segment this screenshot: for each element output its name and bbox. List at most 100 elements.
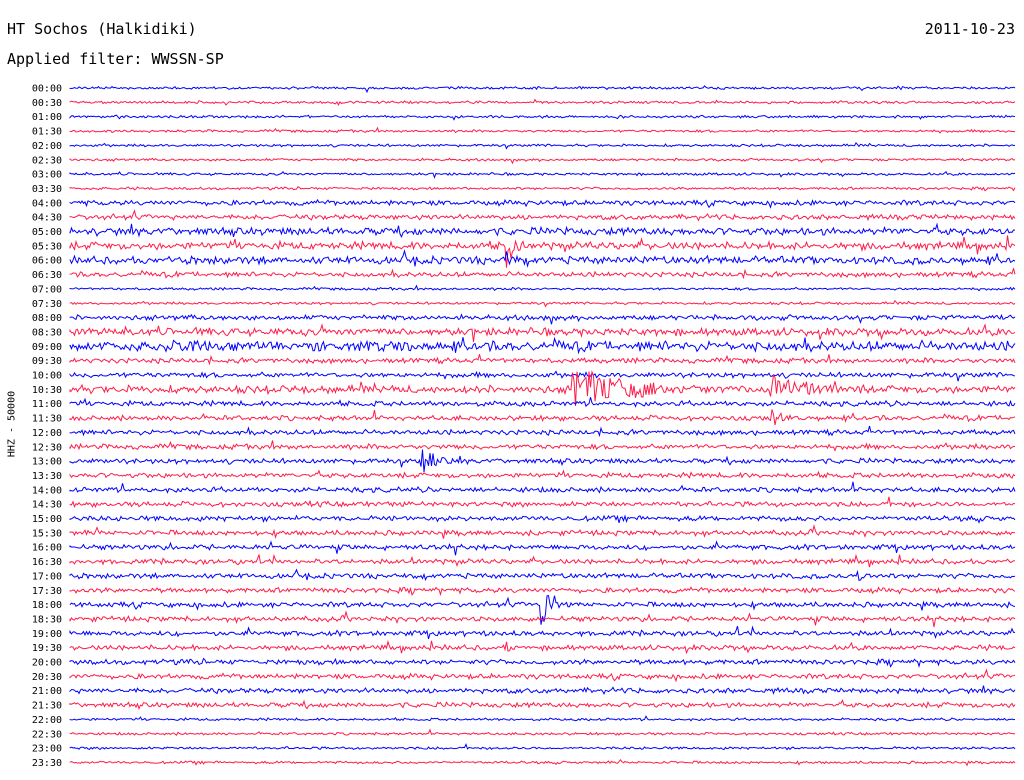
trace-row-0900 bbox=[69, 336, 1016, 355]
time-tick-label: 13:30 bbox=[32, 471, 62, 482]
trace-row-1930 bbox=[69, 639, 1016, 655]
trace-row-0430 bbox=[69, 209, 1016, 222]
time-tick-label: 19:00 bbox=[32, 629, 62, 640]
time-tick-label: 02:30 bbox=[32, 155, 62, 166]
station-title: HT Sochos (Halkidiki) bbox=[7, 20, 197, 38]
time-tick-label: 17:00 bbox=[32, 571, 62, 582]
trace-row-1100 bbox=[69, 397, 1016, 408]
time-tick-label: 08:30 bbox=[32, 327, 62, 338]
trace-row-0700 bbox=[69, 284, 1016, 292]
trace-row-0200 bbox=[69, 142, 1016, 150]
trace-row-1800 bbox=[69, 595, 1016, 625]
time-tick-label: 10:30 bbox=[32, 385, 62, 396]
time-tick-label: 19:30 bbox=[32, 643, 62, 654]
trace-row-0330 bbox=[69, 186, 1016, 192]
trace-row-0130 bbox=[69, 126, 1015, 134]
trace-row-2200 bbox=[69, 715, 1016, 722]
trace-row-2100 bbox=[69, 685, 1016, 695]
time-tick-label: 09:30 bbox=[32, 356, 62, 367]
trace-row-1430 bbox=[69, 496, 1016, 509]
trace-row-1000 bbox=[69, 370, 1016, 382]
trace-row-1630 bbox=[69, 553, 1016, 568]
trace-row-1030 bbox=[69, 370, 1016, 407]
trace-row-2230 bbox=[69, 728, 1016, 736]
time-tick-label: 16:00 bbox=[32, 543, 62, 554]
trace-row-1900 bbox=[69, 625, 1016, 640]
trace-row-0530 bbox=[69, 235, 1016, 268]
time-tick-label: 01:00 bbox=[32, 112, 62, 123]
trace-row-1330 bbox=[69, 469, 1016, 480]
time-tick-label: 11:30 bbox=[32, 414, 62, 425]
time-tick-label: 15:30 bbox=[32, 528, 62, 539]
time-tick-label: 14:30 bbox=[32, 500, 62, 511]
trace-row-1730 bbox=[69, 586, 1016, 597]
trace-row-2130 bbox=[69, 698, 1016, 711]
time-tick-label: 00:30 bbox=[32, 98, 62, 109]
trace-row-1200 bbox=[69, 425, 1016, 438]
time-tick-label: 22:30 bbox=[32, 729, 62, 740]
time-tick-label: 09:00 bbox=[32, 342, 62, 353]
trace-row-2330 bbox=[69, 758, 1016, 767]
time-tick-label: 07:00 bbox=[32, 284, 62, 295]
trace-row-0630 bbox=[69, 268, 1016, 280]
trace-row-0800 bbox=[69, 313, 1016, 325]
trace-row-2300 bbox=[69, 743, 1016, 751]
time-tick-label: 21:00 bbox=[32, 686, 62, 697]
time-tick-label: 11:00 bbox=[32, 399, 62, 410]
time-tick-label: 04:00 bbox=[32, 198, 62, 209]
trace-row-0030 bbox=[69, 98, 1016, 107]
trace-row-0300 bbox=[69, 171, 1016, 179]
time-tick-label: 05:00 bbox=[32, 227, 62, 238]
time-tick-label: 18:00 bbox=[32, 600, 62, 611]
time-tick-label: 14:00 bbox=[32, 485, 62, 496]
trace-row-1300 bbox=[69, 449, 1016, 473]
time-tick-label: 02:00 bbox=[32, 141, 62, 152]
trace-row-2030 bbox=[69, 668, 1016, 683]
trace-row-1500 bbox=[69, 514, 1016, 524]
filter-label: Applied filter: WWSSN-SP bbox=[7, 50, 224, 68]
time-tick-label: 06:00 bbox=[32, 256, 62, 267]
trace-row-0400 bbox=[69, 198, 1016, 209]
time-tick-label: 17:30 bbox=[32, 586, 62, 597]
time-tick-label: 04:30 bbox=[32, 213, 62, 224]
time-tick-label: 03:30 bbox=[32, 184, 62, 195]
time-tick-label: 07:30 bbox=[32, 299, 62, 310]
time-tick-label: 13:00 bbox=[32, 457, 62, 468]
time-tick-label: 18:30 bbox=[32, 614, 62, 625]
record-date: 2011-10-23 bbox=[924, 20, 1015, 38]
trace-row-1400 bbox=[69, 481, 1016, 494]
trace-row-0600 bbox=[69, 249, 1016, 268]
trace-row-0830 bbox=[69, 323, 1016, 343]
time-tick-label: 00:00 bbox=[32, 84, 62, 95]
time-tick-label: 23:30 bbox=[32, 758, 62, 769]
time-tick-label: 06:30 bbox=[32, 270, 62, 281]
trace-row-1600 bbox=[69, 540, 1016, 556]
time-tick-label: 12:00 bbox=[32, 428, 62, 439]
time-tick-label: 10:00 bbox=[32, 371, 62, 382]
trace-row-0730 bbox=[69, 299, 1016, 308]
trace-row-1230 bbox=[69, 440, 1016, 452]
time-tick-label: 20:00 bbox=[32, 658, 62, 669]
time-tick-label: 16:30 bbox=[32, 557, 62, 568]
trace-row-0930 bbox=[69, 354, 1016, 366]
trace-row-0500 bbox=[69, 222, 1016, 239]
time-tick-label: 12:30 bbox=[32, 442, 62, 453]
time-tick-label: 22:00 bbox=[32, 715, 62, 726]
time-tick-label: 01:30 bbox=[32, 127, 62, 138]
trace-row-0230 bbox=[69, 157, 1015, 165]
time-tick-label: 03:00 bbox=[32, 170, 62, 181]
time-tick-label: 21:30 bbox=[32, 701, 62, 712]
trace-row-2000 bbox=[69, 657, 1016, 668]
time-tick-label: 23:00 bbox=[32, 744, 62, 755]
trace-row-1530 bbox=[69, 524, 1016, 539]
trace-row-1130 bbox=[69, 409, 1016, 426]
trace-row-0100 bbox=[69, 114, 1016, 121]
time-tick-label: 15:00 bbox=[32, 514, 62, 525]
trace-row-1830 bbox=[69, 610, 1016, 628]
time-tick-label: 08:00 bbox=[32, 313, 62, 324]
time-tick-label: 05:30 bbox=[32, 241, 62, 252]
trace-row-0000 bbox=[69, 85, 1016, 94]
time-tick-label: 20:30 bbox=[32, 672, 62, 683]
trace-row-1700 bbox=[69, 568, 1016, 582]
